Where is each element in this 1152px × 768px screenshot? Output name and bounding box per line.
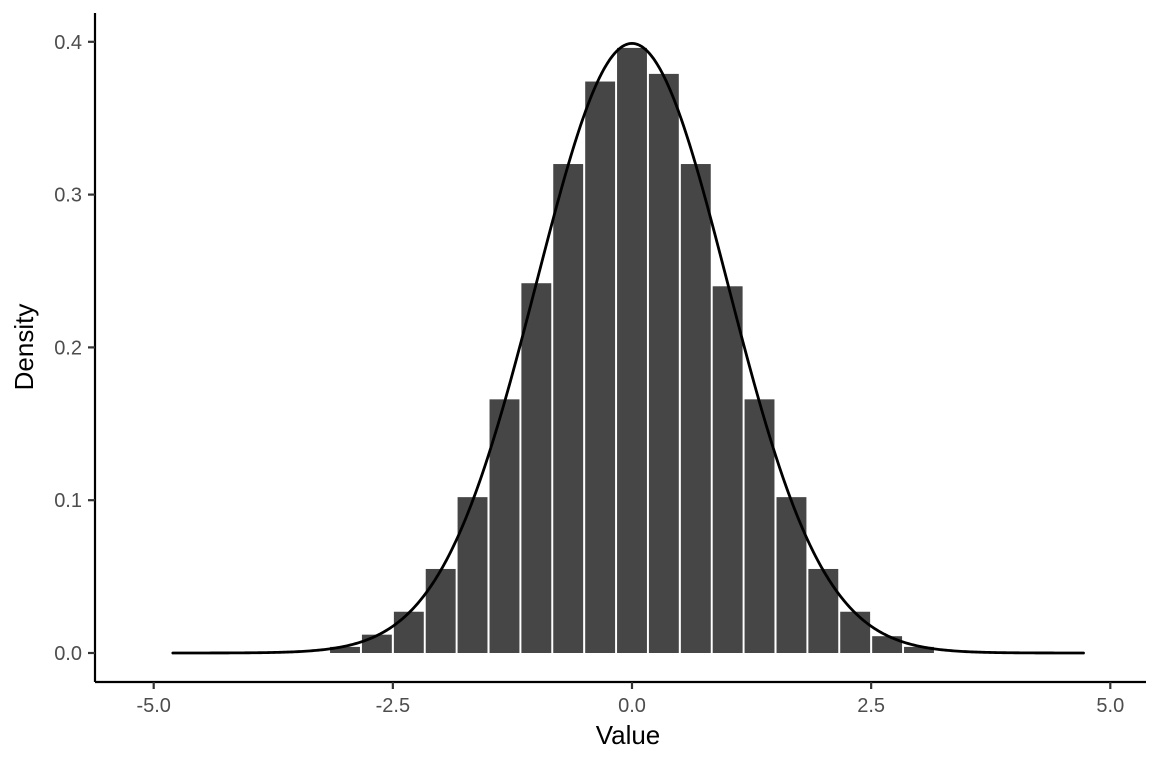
x-tick-label: 2.5 bbox=[857, 695, 885, 717]
histogram-bar bbox=[361, 634, 392, 653]
histogram-bar bbox=[680, 164, 711, 654]
histogram-bar bbox=[393, 611, 424, 653]
y-tick-label: 0.1 bbox=[54, 490, 82, 512]
histogram-bar bbox=[425, 568, 456, 653]
y-tick-label: 0.0 bbox=[54, 643, 82, 665]
histogram-bar bbox=[489, 399, 520, 653]
histogram-bar bbox=[808, 568, 839, 653]
density-curve-group bbox=[171, 42, 1085, 655]
tick-marks-and-labels: -5.0 -2.5 0.0 2.5 5.0 0.0 0.1 0.2 0.3 0.4 bbox=[54, 32, 1124, 717]
histogram-bar bbox=[330, 646, 360, 653]
histogram-bar bbox=[904, 646, 934, 653]
x-axis-title: Value bbox=[596, 720, 661, 750]
histogram-bar bbox=[776, 497, 807, 653]
histogram-bar bbox=[457, 497, 488, 653]
x-tick-label: -2.5 bbox=[376, 695, 410, 717]
y-tick-label: 0.4 bbox=[54, 32, 82, 54]
histogram-bar bbox=[521, 283, 552, 653]
x-tick-label: -5.0 bbox=[136, 695, 170, 717]
y-tick-label: 0.3 bbox=[54, 185, 82, 207]
x-tick-label: 5.0 bbox=[1096, 695, 1124, 717]
x-tick-label: 0.0 bbox=[618, 695, 646, 717]
y-tick-label: 0.2 bbox=[54, 337, 82, 359]
histogram-bar bbox=[712, 286, 743, 653]
histogram-bar bbox=[840, 611, 871, 653]
y-axis-title: Density bbox=[9, 304, 39, 391]
histogram-bar bbox=[553, 164, 584, 654]
histogram-bar bbox=[617, 47, 647, 654]
histogram-bar bbox=[648, 73, 679, 653]
histogram-bar bbox=[585, 81, 616, 653]
normal-density-curve bbox=[171, 42, 1085, 655]
histogram-bar bbox=[744, 399, 775, 653]
histogram-bars bbox=[330, 47, 934, 654]
